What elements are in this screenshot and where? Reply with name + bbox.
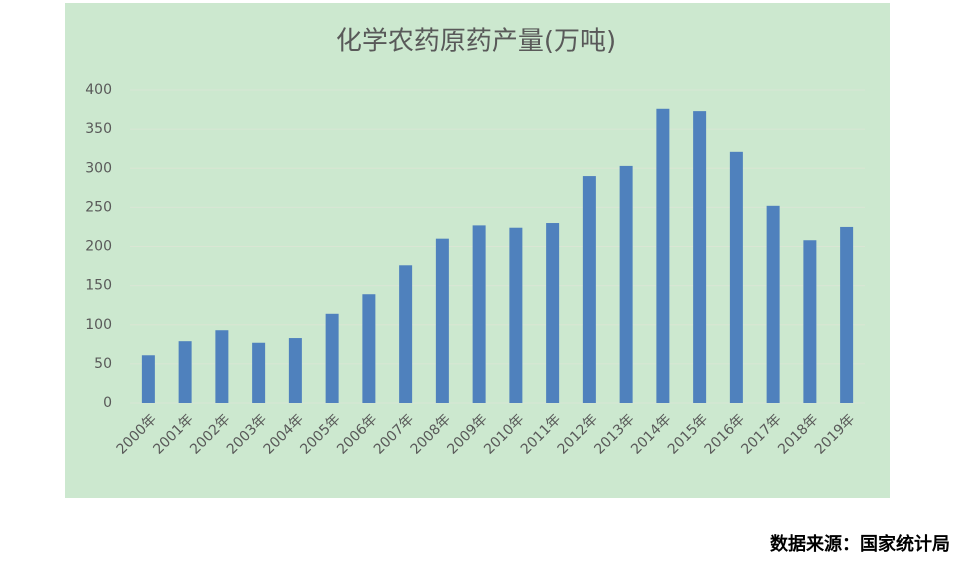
bar [656, 108, 670, 403]
bar [693, 111, 707, 403]
source-note: 数据来源：国家统计局 [770, 533, 950, 555]
bar [840, 226, 854, 403]
bar [619, 165, 633, 403]
y-tick-label: 0 [103, 395, 112, 411]
bar [178, 341, 192, 403]
bar [766, 205, 780, 403]
bar [141, 355, 155, 403]
chart-title: 化学农药原药产量(万吨) [336, 27, 616, 57]
bar [399, 265, 413, 403]
bar [509, 227, 523, 403]
y-tick-label: 50 [94, 356, 112, 372]
bar [288, 338, 302, 403]
bar [362, 294, 376, 403]
y-tick-label: 400 [85, 82, 112, 98]
bar [803, 240, 817, 403]
bar [582, 176, 596, 403]
bar [252, 342, 266, 403]
bar [546, 223, 560, 403]
bar [729, 151, 743, 403]
bar [215, 330, 229, 403]
bar [472, 225, 486, 403]
y-tick-label: 100 [85, 317, 112, 333]
bar [325, 313, 339, 403]
bar [435, 238, 449, 403]
y-tick-label: 150 [85, 278, 112, 294]
y-tick-label: 300 [85, 160, 112, 176]
y-tick-label: 250 [85, 199, 112, 215]
y-tick-label: 200 [85, 239, 112, 255]
y-tick-label: 350 [85, 121, 112, 137]
